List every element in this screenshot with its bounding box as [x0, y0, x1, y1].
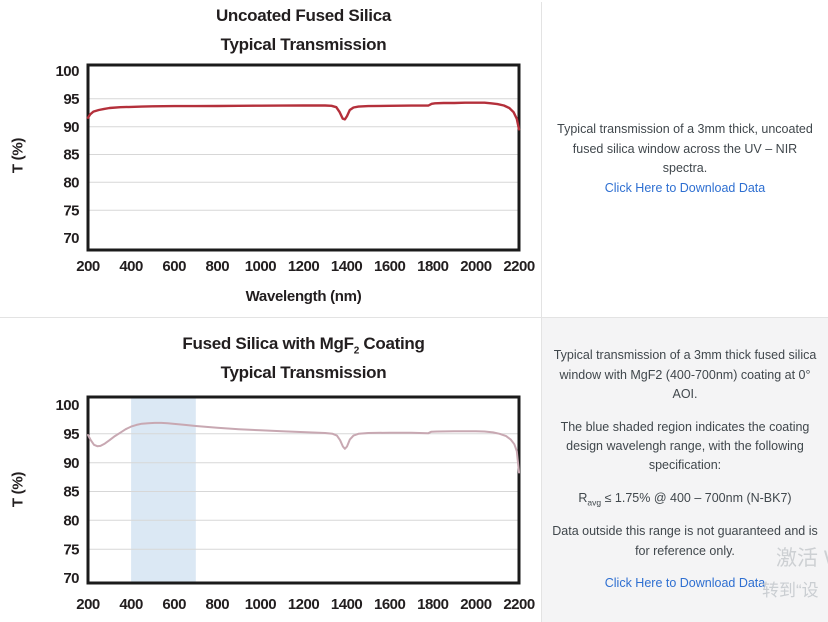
x-tick-label: 1200 [288, 258, 320, 275]
x-tick-label: 800 [206, 258, 230, 275]
x-tick-label: 2200 [503, 258, 535, 275]
transmission-chart-uncoated: 70 75 80 85 90 95 100 200 400 600 800 1000 1200 1400 1… [55, 63, 535, 275]
y-tick-label: 80 [63, 512, 79, 529]
spec-prefix: R [578, 490, 588, 505]
y-tick-label: 100 [55, 63, 79, 80]
mgf2-description-text: Typical transmission of a 3mm thick fuse… [553, 348, 817, 402]
y-tick-label: 95 [63, 91, 79, 108]
chart-title-line2: Typical Transmission [220, 35, 387, 54]
mgf2-chart-title: Fused Silica with MgF2 Coating Typical T… [88, 329, 519, 387]
x-tick-label: 1600 [374, 258, 406, 275]
x-tick-label: 1800 [417, 258, 449, 275]
chart-title-line1: Fused Silica with MgF2 Coating [88, 329, 519, 358]
shaded-region-note: The blue shaded region indicates the coa… [560, 419, 810, 473]
y-tick-label: 75 [63, 541, 79, 558]
spec-subscript: avg [587, 497, 602, 508]
x-tick-label: 2000 [460, 596, 492, 613]
coating-design-region [131, 398, 196, 582]
x-tick-label: 2000 [460, 258, 492, 275]
mgf2-download-data-link[interactable]: Click Here to Download Data [604, 576, 766, 591]
title-pre: Fused Silica with MgF [182, 334, 354, 353]
uncoated-download-data-link[interactable]: Click Here to Download Data [604, 181, 766, 196]
y-tick-label: 90 [63, 455, 79, 472]
x-tick-label: 2200 [503, 596, 535, 613]
title-post: Coating [358, 334, 425, 353]
title-subscript: 2 [353, 345, 360, 357]
x-tick-label: 800 [206, 596, 230, 613]
mgf2-chart-cell: Fused Silica with MgF2 Coating Typical T… [0, 318, 541, 622]
x-axis-label: Wavelength (nm) [245, 288, 362, 305]
x-tick-label: 400 [119, 596, 143, 613]
transmission-chart-mgf2: 70 75 80 85 90 95 100 200 400 600 800 1000 1200 1400 1… [55, 395, 535, 613]
transmission-curve [87, 421, 520, 474]
y-tick-label: 75 [63, 202, 79, 219]
uncoated-description-text: Typical transmission of a 3mm thick, unc… [557, 122, 813, 175]
spec-rest: ≤ 1.75% @ 400 – 700nm (N-BK7) [601, 490, 792, 505]
x-tick-label: 1800 [417, 596, 449, 613]
uncoated-chart-cell: Uncoated Fused Silica Typical Transmissi… [0, 0, 541, 317]
x-tick-label: 1400 [331, 596, 363, 613]
chart-title-line2: Typical Transmission [220, 363, 387, 382]
y-tick-label: 90 [63, 119, 79, 136]
x-tick-label: 1000 [245, 596, 277, 613]
x-tick-label: 200 [76, 258, 100, 275]
x-tick-label: 200 [76, 596, 100, 613]
y-tick-label: 95 [63, 426, 79, 443]
y-tick-label: 70 [63, 230, 79, 247]
x-tick-label: 1000 [245, 258, 277, 275]
horizontal-divider [0, 317, 828, 318]
reference-only-note: Data outside this range is not guarantee… [552, 524, 818, 558]
transmission-curve [86, 101, 521, 131]
plot-border [86, 63, 521, 252]
y-tick-label: 85 [63, 484, 79, 501]
x-tick-label: 600 [162, 596, 186, 613]
y-tick-label: 70 [63, 570, 79, 587]
y-tick-label: 100 [55, 397, 79, 414]
x-tick-label: 1600 [374, 596, 406, 613]
plot-border [86, 395, 521, 585]
uncoated-description-panel: Typical transmission of a 3mm thick, unc… [542, 2, 828, 317]
x-tick-label: 600 [162, 258, 186, 275]
x-tick-label: 400 [119, 258, 143, 275]
uncoated-chart-title: Uncoated Fused Silica Typical Transmissi… [88, 1, 519, 59]
y-tick-label: 80 [63, 174, 79, 191]
vertical-divider [541, 2, 542, 622]
x-tick-label: 1200 [288, 596, 320, 613]
chart-title-line1: Uncoated Fused Silica [215, 6, 392, 25]
coating-specification: Ravg ≤ 1.75% @ 400 – 700nm (N-BK7) [578, 489, 791, 510]
x-tick-label: 1400 [331, 258, 363, 275]
mgf2-description-panel: Typical transmission of a 3mm thick fuse… [542, 318, 828, 622]
y-tick-label: 85 [63, 147, 79, 164]
